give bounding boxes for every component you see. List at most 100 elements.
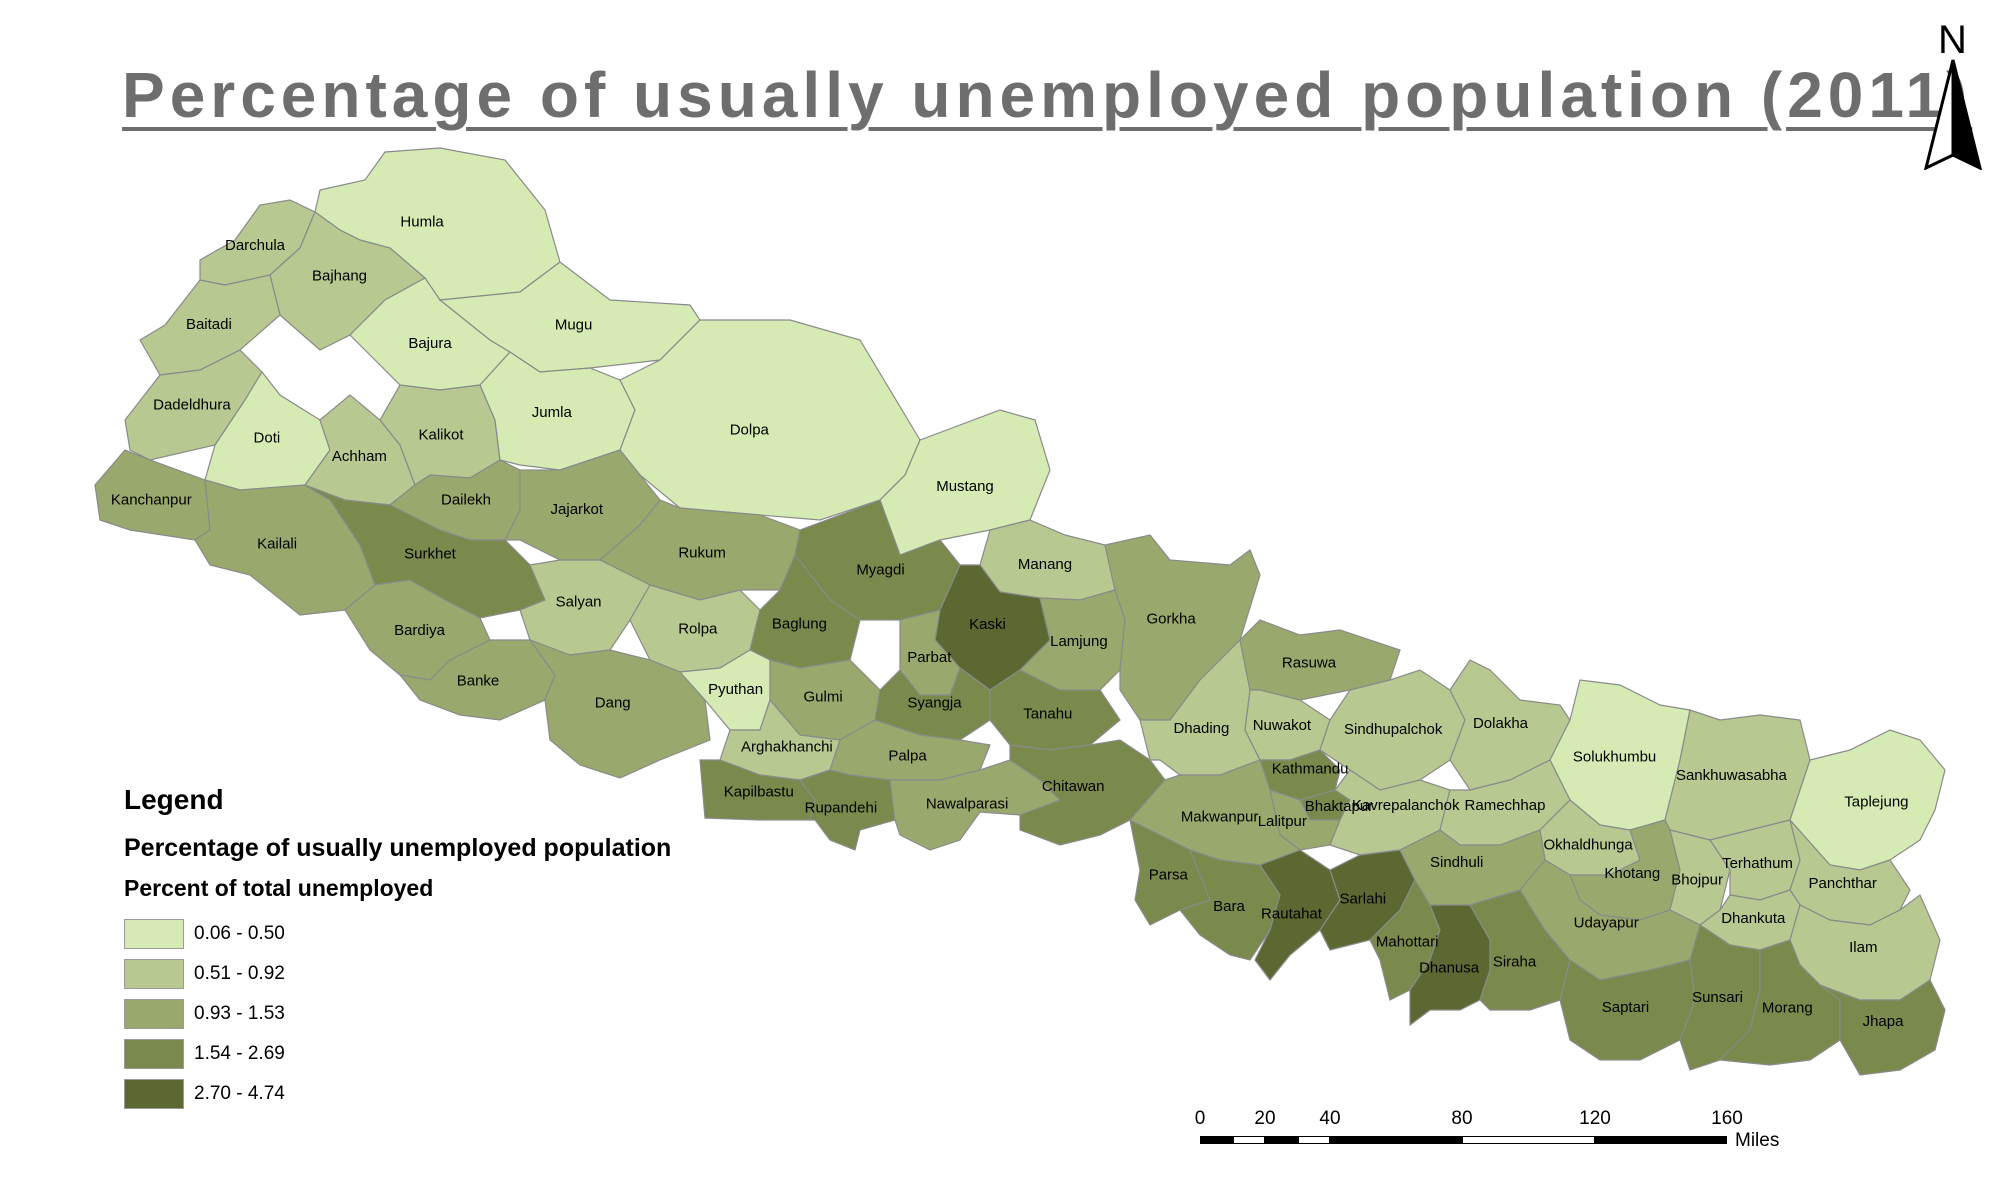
- district-label: Lalitpur: [1258, 813, 1307, 830]
- district-label: Bara: [1213, 898, 1245, 915]
- legend-row: 2.70 - 4.74: [124, 1074, 824, 1114]
- north-arrow-icon: [1923, 59, 1983, 170]
- district-label: Ramechhap: [1465, 797, 1546, 814]
- district-label: Rasuwa: [1282, 655, 1337, 672]
- district-label: Dhankuta: [1721, 910, 1786, 927]
- legend-label: 0.51 - 0.92: [194, 963, 285, 984]
- district-label: Kailali: [257, 535, 297, 552]
- district-label: Manang: [1018, 556, 1072, 573]
- scale-segment: [1200, 1136, 1233, 1144]
- district-label: Terhathum: [1722, 855, 1793, 872]
- legend-subtitle: Percentage of usually unemployed populat…: [124, 834, 672, 862]
- district-labels: Humla Darchula Bajhang Baitadi Bajura Mugu Dad…: [111, 214, 1909, 1030]
- district-label: Jajarkot: [551, 501, 604, 518]
- district-label: Darchula: [225, 237, 286, 254]
- legend-label: 1.54 - 2.69: [194, 1043, 285, 1064]
- legend-swatch: [124, 1039, 184, 1069]
- scale-tick-label: 120: [1579, 1108, 1611, 1129]
- district-label: Rautahat: [1261, 906, 1323, 923]
- district-label: Dang: [595, 695, 631, 712]
- district-bara: [1178, 849, 1281, 961]
- district-label: Kanchanpur: [111, 491, 192, 508]
- district-label: Achham: [332, 448, 387, 465]
- scale-segment: [1595, 1136, 1727, 1144]
- district-label: Myagdi: [856, 562, 904, 579]
- legend-field-name: Percent of total unemployed: [124, 875, 434, 901]
- scale-tick-label: 80: [1451, 1108, 1473, 1129]
- scale-tick-label: 0: [1194, 1108, 1206, 1129]
- district-label: Nawalparasi: [926, 796, 1009, 813]
- scale-segment: [1233, 1136, 1265, 1144]
- district-label: Mahottari: [1376, 934, 1439, 951]
- district-label: Parbat: [907, 649, 952, 666]
- district-label: Dadeldhura: [153, 397, 231, 414]
- north-letter: N: [1938, 18, 1967, 62]
- legend-label: 0.93 - 1.53: [194, 1003, 285, 1024]
- district-label: Gulmi: [804, 689, 843, 706]
- district-label: Sunsari: [1692, 989, 1743, 1006]
- scale-segment: [1462, 1136, 1595, 1144]
- legend-row: 0.51 - 0.92: [124, 954, 824, 994]
- district-label: Rupandehi: [805, 800, 878, 817]
- scale-tick-label: 40: [1319, 1108, 1341, 1129]
- district-label: Sindhupalchok: [1344, 721, 1443, 738]
- district-label: Dolpa: [730, 422, 770, 439]
- district-chitawan: [1009, 739, 1166, 846]
- district-rupandehi: [799, 769, 896, 851]
- legend-label: 0.06 - 0.50: [194, 923, 285, 944]
- district-label: Sankhuwasabha: [1676, 767, 1788, 784]
- district-label: Udayapur: [1574, 915, 1639, 932]
- district-label: Taplejung: [1844, 793, 1908, 810]
- district-label: Pyuthan: [708, 681, 763, 698]
- district-label: Bhojpur: [1671, 871, 1723, 888]
- district-label: Arghakhanchi: [741, 739, 833, 756]
- district-label: Dailekh: [441, 491, 491, 508]
- district-label: Baglung: [772, 616, 827, 633]
- district-label: Kavrepalanchok: [1352, 797, 1460, 814]
- district-label: Syangja: [907, 694, 962, 711]
- district-label: Dhading: [1173, 720, 1229, 737]
- district-label: Mugu: [555, 317, 593, 334]
- map-title: Percentage of usually unemployed populat…: [122, 59, 1973, 131]
- legend-row: 0.06 - 0.50: [124, 914, 824, 954]
- district-salyan: [519, 559, 651, 656]
- district-label: Bhaktapur: [1305, 798, 1373, 815]
- district-label: Kaski: [969, 616, 1006, 633]
- district-label: Makwanpur: [1181, 808, 1259, 825]
- district-label: Kalikot: [418, 426, 464, 443]
- district-label: Khotang: [1604, 865, 1660, 882]
- district-label: Rukum: [678, 544, 726, 561]
- district-label: Kathmandu: [1272, 760, 1349, 777]
- district-label: Parsa: [1149, 866, 1189, 883]
- district-label: Bajhang: [312, 268, 367, 285]
- legend-label: 2.70 - 4.74: [194, 1083, 285, 1104]
- district-label: Kapilbastu: [724, 784, 794, 801]
- scale-segment: [1265, 1136, 1298, 1144]
- legend-row: 0.93 - 1.53: [124, 994, 824, 1034]
- district-label: Lamjung: [1050, 633, 1108, 650]
- district-label: Baitadi: [186, 316, 232, 333]
- legend-swatch: [124, 959, 184, 989]
- district-label: Palpa: [888, 748, 927, 765]
- district-label: Siraha: [1493, 954, 1537, 971]
- district-label: Salyan: [556, 593, 602, 610]
- district-label: Panchthar: [1809, 875, 1877, 892]
- legend-swatch: [124, 999, 184, 1029]
- district-label: Dolakha: [1473, 715, 1529, 732]
- district-label: Nuwakot: [1253, 717, 1312, 734]
- district-rautahat: [1254, 849, 1341, 981]
- scale-units: Miles: [1735, 1130, 1780, 1151]
- district-jhapa: [1819, 979, 1946, 1076]
- district-label: Bardiya: [394, 622, 446, 639]
- district-label: Rolpa: [678, 620, 718, 637]
- district-label: Ilam: [1849, 939, 1877, 956]
- district-label: Humla: [400, 214, 444, 231]
- district-tanahu: [989, 669, 1121, 751]
- district-label: Chitawan: [1042, 778, 1105, 795]
- district-label: Jhapa: [1863, 1013, 1905, 1030]
- district-label: Mustang: [936, 478, 994, 495]
- district-label: Sindhuli: [1430, 854, 1483, 871]
- scale-bar: 0 20 40 80 120 160 Miles: [1190, 1108, 1780, 1168]
- district-label: Saptari: [1602, 999, 1650, 1016]
- legend-heading: Legend: [124, 784, 224, 815]
